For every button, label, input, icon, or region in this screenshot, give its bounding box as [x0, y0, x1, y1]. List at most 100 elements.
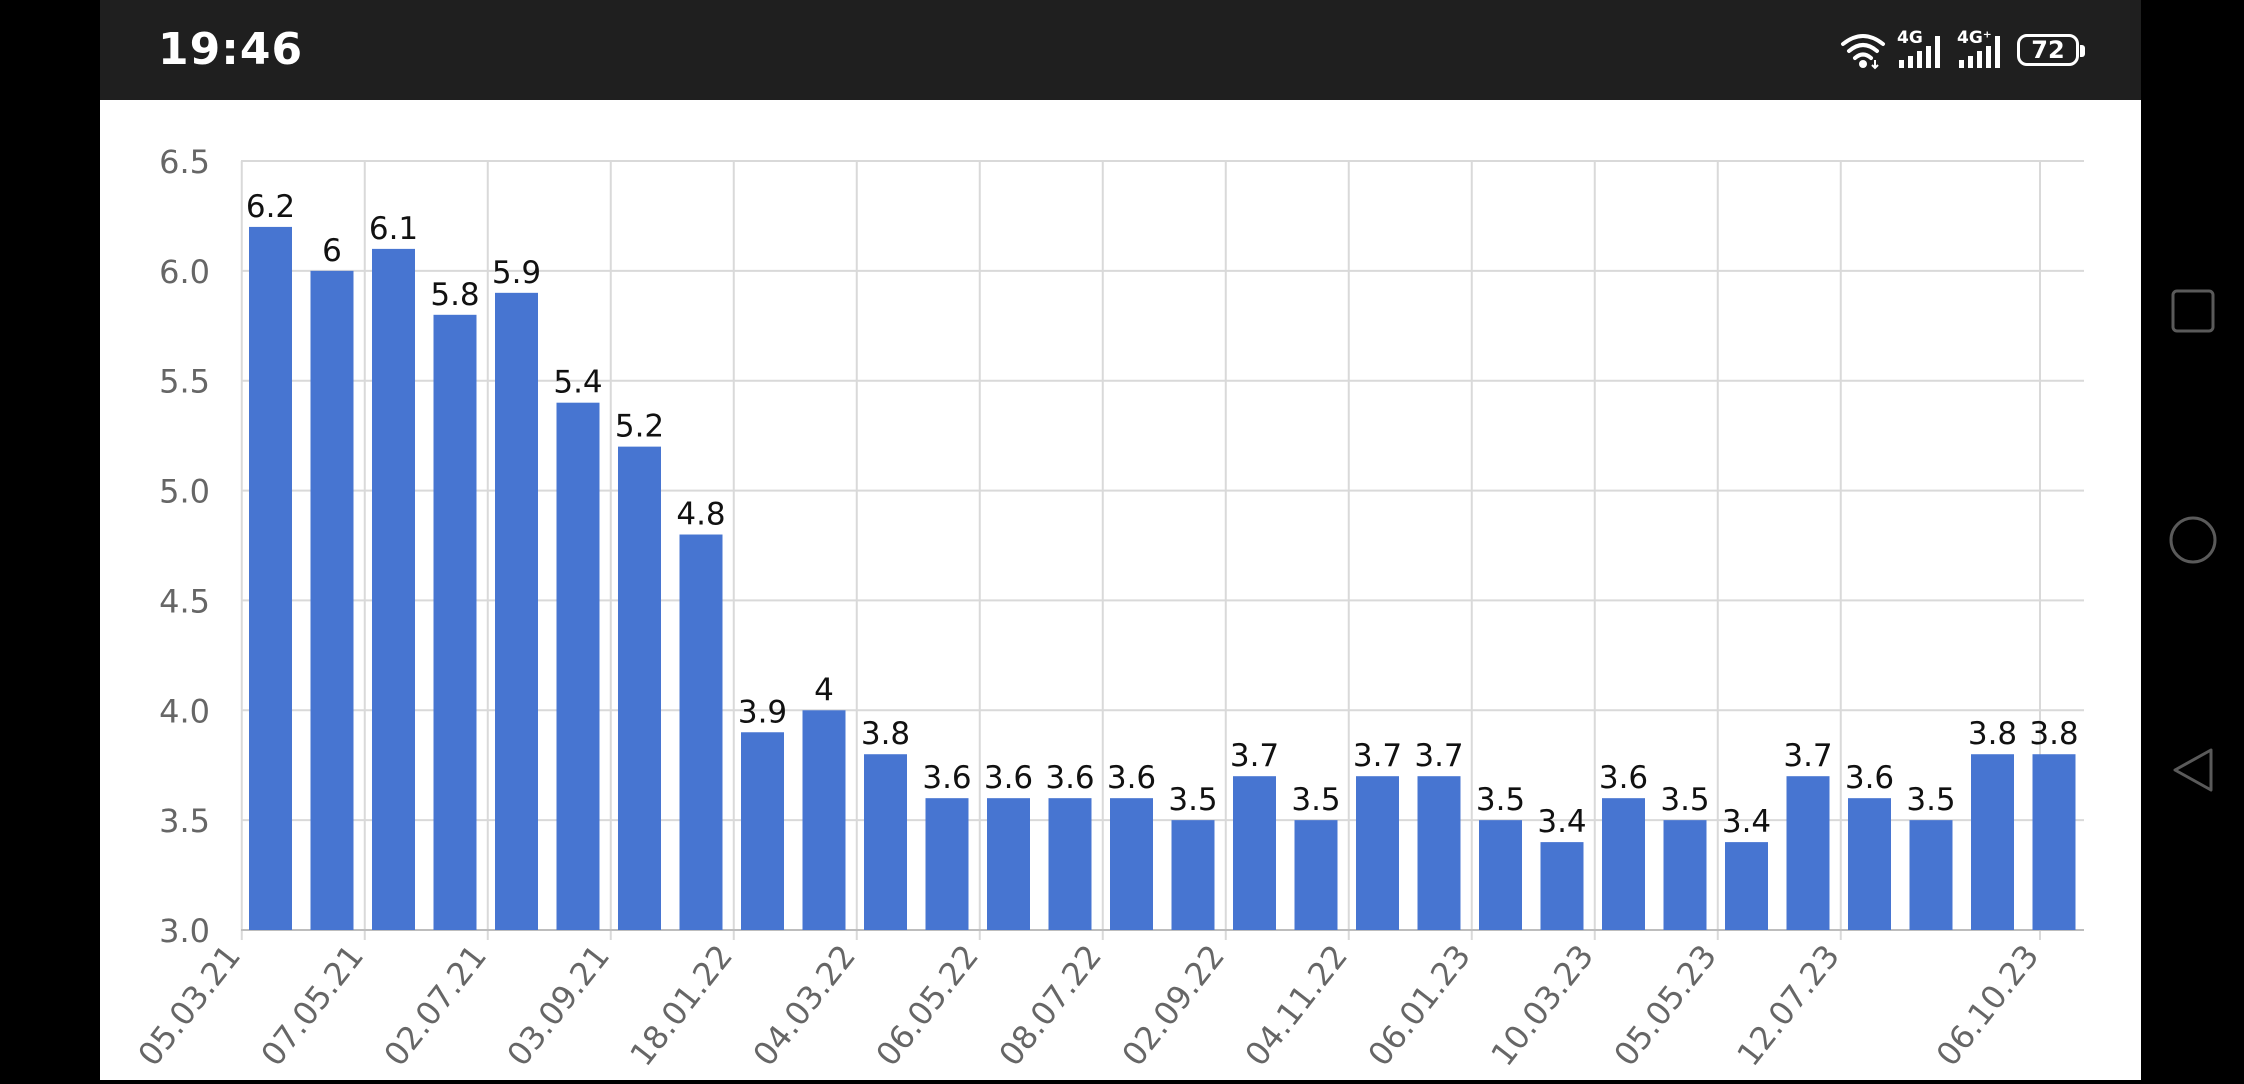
y-axis-ticks: 3.0 3.5 4.0 4.5 5.0 5.5 6.0 6.5: [159, 143, 210, 950]
x-tick-label: 05.05.23: [1606, 938, 1724, 1074]
back-triangle-icon[interactable]: [2167, 744, 2219, 796]
x-tick-label: 18.01.22: [622, 938, 740, 1074]
battery-level: 72: [2031, 36, 2065, 64]
bar-value-label: 3.5: [1660, 782, 1709, 818]
y-tick-label: 5.5: [159, 363, 210, 401]
x-tick-label: 07.05.21: [253, 938, 371, 1074]
bar: [1725, 842, 1768, 930]
wifi-icon: [1841, 34, 1885, 70]
signal-icon-1: 4G: [1897, 28, 1947, 70]
bar-value-label: 3.5: [1291, 782, 1340, 818]
bars: [249, 226, 2076, 931]
x-tick-label: 10.03.23: [1483, 938, 1601, 1074]
data-labels: 6.2 6 6.1 5.8 5.9 5.4 5.2 4.8 3.9 4 3.8 3.6 3.6 3.6 3.…: [246, 189, 2079, 840]
x-tick-label: 08.07.22: [991, 938, 1109, 1074]
bar-value-label: 3.8: [861, 716, 910, 752]
bar-value-label: 6.2: [246, 189, 295, 225]
y-tick-label: 3.0: [159, 912, 210, 950]
bar-value-label: 3.5: [1476, 782, 1525, 818]
y-tick-label: 4.5: [159, 582, 210, 620]
recents-square-icon[interactable]: [2167, 285, 2219, 337]
bar: [372, 248, 415, 930]
bar-value-label: 3.8: [1968, 716, 2017, 752]
home-circle-icon[interactable]: [2167, 514, 2219, 566]
x-tick-label: 05.03.21: [130, 938, 248, 1074]
x-tick-label: 06.10.23: [1929, 938, 2047, 1074]
bar-value-label: 3.4: [1537, 804, 1586, 840]
bar: [741, 732, 784, 930]
bar: [310, 270, 354, 930]
bar-value-label: 6: [322, 233, 342, 269]
y-tick-label: 6.0: [159, 253, 210, 291]
bar-value-label: 3.6: [984, 760, 1033, 796]
bar-value-label: 5.9: [492, 255, 541, 291]
bar: [495, 292, 538, 930]
x-axis-ticks: 05.03.21 07.05.21 02.07.21 03.09.21 18.01.22…: [130, 938, 2046, 1074]
bar: [802, 710, 846, 930]
bar: [925, 798, 969, 930]
x-tick-label: 03.09.21: [499, 938, 617, 1074]
bar-value-label: 6.1: [369, 211, 418, 247]
navigation-bar: [2141, 0, 2244, 1080]
status-bar: 19:46 4G 4G⁺: [100, 0, 2141, 100]
bar-value-label: 3.5: [1168, 782, 1217, 818]
x-tick-label: 04.11.22: [1237, 938, 1355, 1074]
bar-value-label: 5.2: [615, 409, 664, 445]
bar: [1356, 776, 1399, 930]
bar: [1048, 798, 1092, 930]
x-tick-label: 02.07.21: [376, 938, 494, 1074]
bar: [679, 534, 723, 930]
bar-value-label: 3.6: [1107, 760, 1156, 796]
y-tick-label: 6.5: [159, 143, 210, 181]
network-type-2: 4G⁺: [1957, 28, 1992, 48]
bar: [618, 446, 661, 930]
bar-value-label: 3.9: [738, 694, 787, 730]
bar: [987, 798, 1030, 930]
bar-value-label: 3.7: [1353, 738, 1402, 774]
y-tick-label: 3.5: [159, 802, 210, 840]
y-tick-label: 5.0: [159, 473, 210, 511]
bar: [1479, 820, 1522, 930]
status-time: 19:46: [158, 24, 304, 75]
bar-value-label: 3.7: [1230, 738, 1279, 774]
network-type-1: 4G: [1897, 28, 1923, 48]
bar: [1602, 798, 1645, 930]
bar-value-label: 3.5: [1906, 782, 1955, 818]
bar-chart: 3.0 3.5 4.0 4.5 5.0 5.5 6.0 6.5 6.2 6 6.1 5.8 5.9 5.…: [130, 143, 2084, 1074]
bar-value-label: 3.6: [1599, 760, 1648, 796]
bar: [1909, 820, 1953, 930]
bar: [1417, 776, 1461, 930]
bar: [433, 314, 477, 930]
chart-container: 3.0 3.5 4.0 4.5 5.0 5.5 6.0 6.5 6.2 6 6.1 5.8 5.9 5.…: [100, 100, 2141, 1080]
bar: [249, 226, 292, 930]
bar-value-label: 5.8: [430, 277, 479, 313]
bar: [1110, 798, 1153, 930]
bar-value-label: 3.6: [922, 760, 971, 796]
grid-lines: [240, 160, 2084, 940]
bar-value-label: 3.7: [1414, 738, 1463, 774]
bar: [1786, 776, 1830, 930]
x-tick-label: 06.01.23: [1360, 938, 1478, 1074]
bar: [864, 754, 907, 930]
bar-value-label: 5.4: [553, 365, 602, 401]
bar-value-label: 3.4: [1722, 804, 1771, 840]
bar: [1663, 820, 1707, 930]
bar-value-label: 3.7: [1783, 738, 1832, 774]
y-tick-label: 4.0: [159, 692, 210, 730]
bar: [1233, 776, 1276, 930]
bar: [2032, 754, 2076, 930]
bar: [1540, 842, 1584, 930]
bar: [1294, 820, 1338, 930]
x-tick-label: 06.05.22: [868, 938, 986, 1074]
battery-icon: 72: [2017, 34, 2085, 66]
bar-value-label: 3.8: [2029, 716, 2078, 752]
bar-value-label: 4.8: [676, 497, 725, 533]
bar-value-label: 3.6: [1845, 760, 1894, 796]
bar: [556, 402, 600, 931]
bar: [1848, 798, 1891, 930]
bar-value-label: 3.6: [1045, 760, 1094, 796]
x-tick-label: 04.03.22: [745, 938, 863, 1074]
x-tick-label: 12.07.23: [1729, 938, 1847, 1074]
bar: [1971, 754, 2014, 930]
x-tick-label: 02.09.22: [1114, 938, 1232, 1074]
